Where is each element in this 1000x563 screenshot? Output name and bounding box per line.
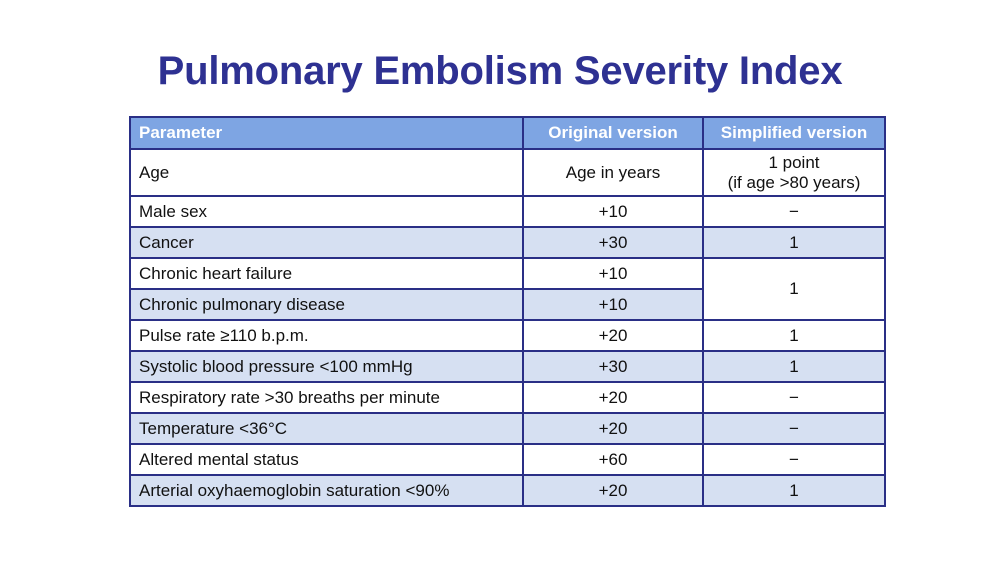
original-cell: +10: [522, 257, 704, 290]
parameter-cell: Respiratory rate >30 breaths per minute: [129, 381, 524, 414]
parameter-cell: Age: [129, 148, 524, 197]
psi-table: Parameter Original version Simplified ve…: [129, 116, 886, 507]
simplified-cell: 1: [702, 350, 886, 383]
table-row: Chronic heart failure +10 1: [129, 257, 886, 321]
table-row: Age Age in years 1 point (if age >80 yea…: [129, 148, 886, 197]
original-cell: Age in years: [522, 148, 704, 197]
parameter-cell: Male sex: [129, 195, 524, 228]
header-parameter: Parameter: [129, 116, 524, 150]
table-row: Cancer +30 1: [129, 226, 886, 259]
simplified-cell: 1 point (if age >80 years): [702, 148, 886, 197]
original-cell: +30: [522, 350, 704, 383]
original-cell: +20: [522, 319, 704, 352]
header-original-version: Original version: [522, 116, 704, 150]
simplified-line-2: (if age >80 years): [727, 172, 861, 192]
original-cell: +60: [522, 443, 704, 476]
simplified-cell: 1: [702, 319, 886, 352]
table-row: Temperature <36°C +20 −: [129, 412, 886, 445]
parameter-cell: Pulse rate ≥110 b.p.m.: [129, 319, 524, 352]
table-row: Altered mental status +60 −: [129, 443, 886, 476]
original-cell: +10: [522, 195, 704, 228]
simplified-cell: 1: [702, 226, 886, 259]
original-cell: +20: [522, 474, 704, 507]
table-header-row: Parameter Original version Simplified ve…: [129, 116, 886, 150]
simplified-cell: −: [702, 381, 886, 414]
table-row: Pulse rate ≥110 b.p.m. +20 1: [129, 319, 886, 352]
simplified-cell-merged: 1: [702, 257, 886, 321]
page-title: Pulmonary Embolism Severity Index: [157, 49, 843, 93]
parameter-cell: Chronic heart failure: [129, 257, 524, 290]
parameter-cell: Systolic blood pressure <100 mmHg: [129, 350, 524, 383]
original-cell: +20: [522, 381, 704, 414]
table-row: Male sex +10 −: [129, 195, 886, 228]
table-row: Chronic pulmonary disease +10: [129, 288, 885, 321]
parameter-cell: Arterial oxyhaemoglobin saturation <90%: [129, 474, 524, 507]
simplified-cell: −: [702, 412, 886, 445]
parameter-cell: Altered mental status: [129, 443, 524, 476]
table-row: Systolic blood pressure <100 mmHg +30 1: [129, 350, 886, 383]
simplified-line-1: 1 point: [768, 152, 820, 172]
table-row: Arterial oxyhaemoglobin saturation <90% …: [129, 474, 886, 507]
original-cell: +10: [522, 288, 704, 321]
original-cell: +20: [522, 412, 704, 445]
simplified-cell: 1: [702, 474, 886, 507]
header-simplified-version: Simplified version: [702, 116, 886, 150]
simplified-cell: −: [702, 443, 886, 476]
simplified-cell: −: [702, 195, 886, 228]
parameter-cell: Temperature <36°C: [129, 412, 524, 445]
original-cell: +30: [522, 226, 704, 259]
table-row: Respiratory rate >30 breaths per minute …: [129, 381, 886, 414]
parameter-cell: Chronic pulmonary disease: [129, 288, 524, 321]
parameter-cell: Cancer: [129, 226, 524, 259]
